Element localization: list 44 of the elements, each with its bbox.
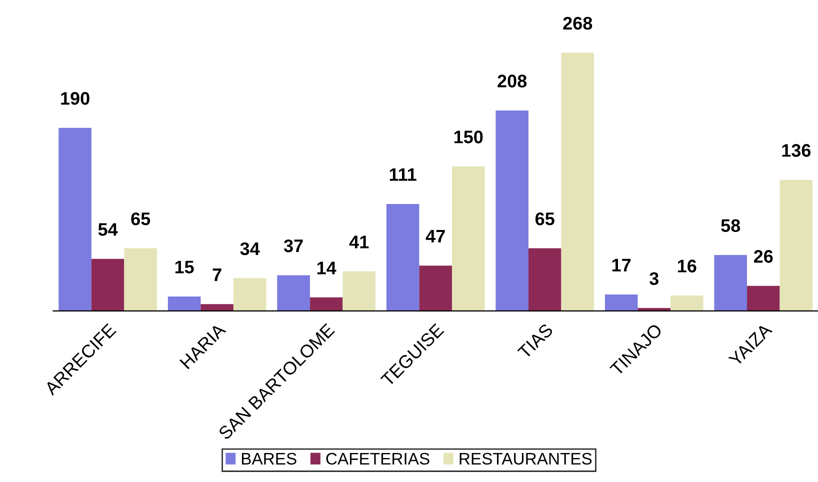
data-label: 37 (284, 239, 303, 252)
data-label: 14 (317, 262, 336, 274)
data-label: 7 (212, 268, 222, 281)
legend-label: BARES (242, 452, 296, 465)
bar (342, 271, 376, 311)
data-label: 41 (349, 236, 369, 248)
bar (670, 295, 704, 311)
data-label: 15 (175, 260, 194, 274)
data-label: 136 (782, 144, 811, 157)
data-label: 54 (98, 223, 118, 236)
data-label: 268 (563, 16, 592, 30)
data-label: 208 (498, 74, 527, 88)
data-label: 150 (454, 130, 483, 144)
bar (419, 266, 452, 311)
bar (386, 204, 420, 311)
data-label: 58 (721, 219, 740, 232)
legend-label: CAFETERIAS (326, 452, 430, 465)
data-label: 65 (131, 212, 150, 226)
bar (561, 52, 594, 311)
data-label: 16 (678, 260, 696, 272)
bar (233, 278, 266, 311)
bar (310, 297, 343, 311)
data-label: 111 (390, 168, 416, 181)
bar (277, 275, 310, 311)
bar (168, 296, 201, 311)
data-label: 47 (426, 230, 445, 242)
bar (91, 258, 124, 311)
bar (604, 294, 638, 311)
bar (714, 255, 747, 311)
data-label: 26 (754, 250, 773, 263)
bar (58, 128, 92, 311)
bar (496, 110, 528, 311)
data-label: 3 (650, 272, 658, 286)
bar (452, 166, 485, 311)
bar (746, 286, 780, 311)
bar (780, 180, 813, 311)
legend-label: RESTAURANTES (460, 452, 592, 465)
bar (200, 304, 234, 311)
data-label: 190 (61, 92, 90, 105)
data-label: 34 (240, 242, 260, 256)
bar (124, 248, 157, 311)
data-label: 17 (612, 258, 631, 272)
data-label: 65 (535, 212, 554, 226)
bar (528, 248, 562, 311)
